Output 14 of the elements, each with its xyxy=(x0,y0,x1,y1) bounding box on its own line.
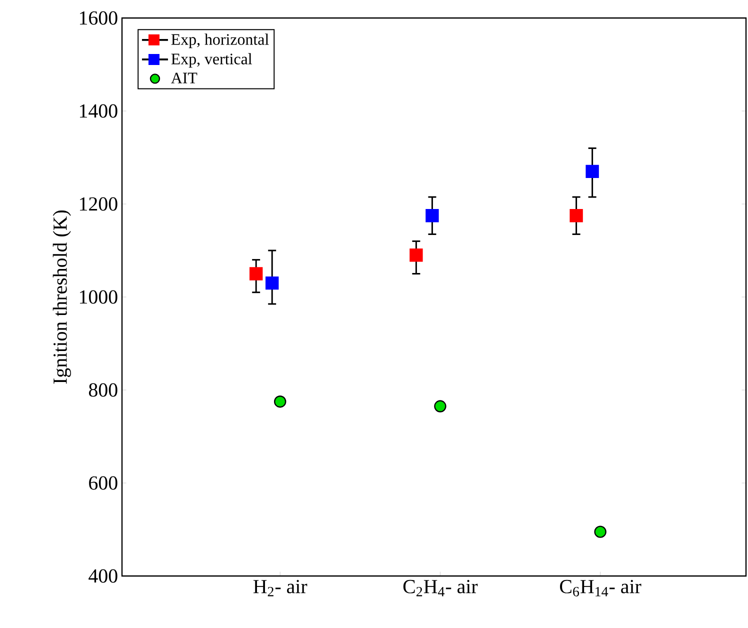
legend-label: AIT xyxy=(171,72,198,84)
y-tick-label: 400 xyxy=(88,569,118,583)
x-tick-label: C$_{2}$H$_{4}$- air xyxy=(403,580,478,596)
y-tick-label: 800 xyxy=(88,383,118,397)
x-tick-label: H$_{2}$- air xyxy=(253,580,308,596)
y-tick-label: 1600 xyxy=(80,11,118,25)
y-tick-label: 1200 xyxy=(80,197,118,211)
y-axis-title: Ignition threshold (K) xyxy=(52,210,71,384)
legend-label: Exp, horizontal xyxy=(171,34,269,48)
x-tick-label: C$_{6}$H$_{14}$- air xyxy=(560,580,642,596)
y-tick-label: 600 xyxy=(89,476,118,490)
legend-label: Exp, vertical xyxy=(171,53,252,68)
y-tick-label: 1400 xyxy=(80,104,118,118)
y-tick-label: 1000 xyxy=(80,290,118,304)
